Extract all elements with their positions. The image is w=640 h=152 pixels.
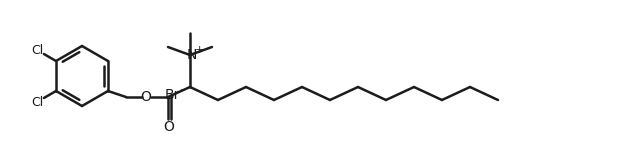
Text: Cl: Cl xyxy=(31,43,43,57)
Text: +: + xyxy=(195,45,204,55)
Text: N: N xyxy=(187,48,197,62)
Text: O: O xyxy=(141,90,152,104)
Text: O: O xyxy=(164,120,175,134)
Text: Br: Br xyxy=(164,88,180,102)
Text: ⁻: ⁻ xyxy=(179,87,185,97)
Text: Cl: Cl xyxy=(31,95,43,109)
